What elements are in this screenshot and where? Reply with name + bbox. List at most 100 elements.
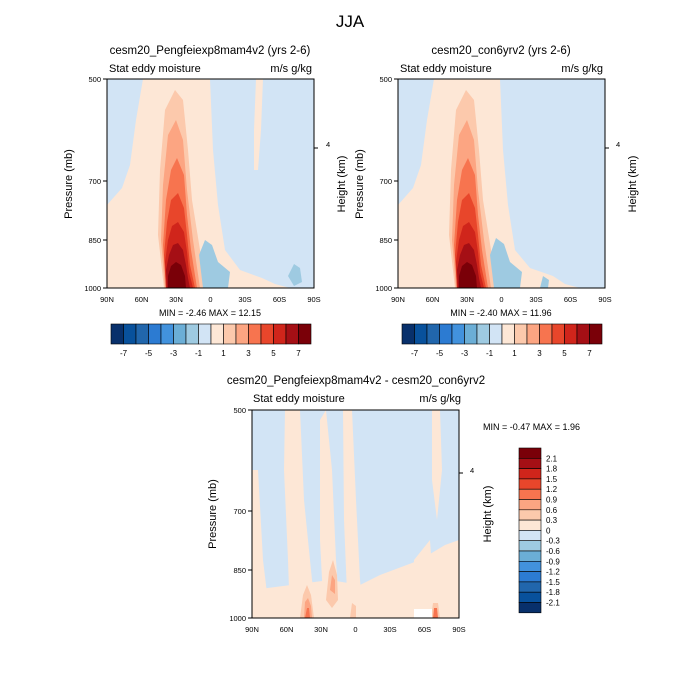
panel-3-ylabel: Pressure (mb) — [207, 479, 219, 549]
colorbar-box — [518, 602, 542, 614]
x-tick-label: 30N — [314, 625, 328, 634]
y-tick-label: 500 — [88, 75, 101, 84]
colorbar-label: -0.9 — [546, 557, 560, 566]
panel-1-right-label: m/s g/kg — [270, 63, 312, 75]
colorbar-label: 0.3 — [546, 516, 558, 525]
colorbar-box — [285, 323, 299, 345]
colorbar-label: -7 — [120, 349, 128, 358]
colorbar-label: 3 — [246, 349, 251, 358]
panel-3-field — [252, 410, 459, 618]
y-tick-label: 700 — [88, 177, 101, 186]
x-tick-label: 90S — [598, 295, 611, 304]
colorbar-box — [476, 323, 490, 345]
x-tick-label: 60N — [280, 625, 294, 634]
colorbar-box — [518, 499, 542, 511]
x-tick-label: 90N — [100, 295, 114, 304]
x-tick-label: 90S — [452, 625, 465, 634]
colorbar-label: 3 — [537, 349, 542, 358]
panel-3-colorbar: 2.11.81.51.20.90.60.30-0.3-0.6-0.9-1.2-1… — [518, 447, 560, 614]
y-tick-label: 1000 — [84, 284, 101, 293]
panel-3-x-ticks: 90N 60N 30N 0 30S 60S 90S — [245, 625, 466, 634]
colorbar-box — [198, 323, 212, 345]
positive-streak-4 — [343, 410, 364, 618]
colorbar-box — [564, 323, 578, 345]
colorbar-box — [539, 323, 553, 345]
x-tick-label: 0 — [208, 295, 212, 304]
panel-1: cesm20_Pengfeiexp8mam4v2 (yrs 2-6) Stat … — [63, 45, 348, 358]
colorbar-label: 1.5 — [546, 475, 558, 484]
colorbar-box — [148, 323, 162, 345]
colorbar-box — [501, 323, 515, 345]
x-tick-label: 60S — [564, 295, 577, 304]
y-tick-label: 500 — [233, 406, 246, 415]
colorbar-label: 7 — [296, 349, 301, 358]
x-tick-label: 60S — [418, 625, 431, 634]
colorbar-box — [210, 323, 224, 345]
y-tick-label: 700 — [233, 507, 246, 516]
panel-1-left-label: Stat eddy moisture — [109, 63, 201, 75]
colorbar-box — [518, 519, 542, 531]
colorbar-box — [576, 323, 590, 345]
panel-3-ylabel-right: Height (km) — [482, 486, 494, 543]
colorbar-box — [518, 571, 542, 583]
colorbar-label: 1 — [512, 349, 517, 358]
positive-streak-2 — [284, 410, 318, 618]
panel-3: cesm20_Pengfeiexp8mam4v2 - cesm20_con6yr… — [207, 375, 580, 634]
right-axis-tick-label: 4 — [326, 140, 330, 149]
x-tick-label: 30N — [460, 295, 474, 304]
x-tick-label: 60S — [273, 295, 286, 304]
colorbar-label: 0 — [546, 526, 551, 535]
positive-streak-6 — [412, 540, 434, 618]
colorbar-box — [518, 509, 542, 521]
colorbar-label: -5 — [145, 349, 153, 358]
colorbar-box — [518, 488, 542, 500]
colorbar-box — [526, 323, 540, 345]
negative-cell-a — [199, 240, 230, 288]
panel-1-x-ticks: 90N 60N 30N 0 30S 60S 90S — [100, 295, 321, 304]
colorbar-box — [451, 323, 465, 345]
colorbar-box — [518, 581, 542, 593]
y-tick-label: 500 — [379, 75, 392, 84]
colorbar-box — [551, 323, 565, 345]
colorbar-box — [298, 323, 312, 345]
colorbar-box — [401, 323, 415, 345]
panel-2-ylabel-right: Height (km) — [627, 156, 639, 213]
colorbar-label: -1 — [195, 349, 203, 358]
x-tick-label: 0 — [499, 295, 503, 304]
colorbar-label: -2.1 — [546, 599, 560, 608]
y-tick-label: 1000 — [229, 614, 246, 623]
panel-1-ylabel-right: Height (km) — [336, 156, 348, 213]
panel-2-colorbar: -7 -5 -3 -1 1 3 5 7 — [401, 323, 603, 358]
colorbar-box — [489, 323, 503, 345]
colorbar-label: 0.9 — [546, 496, 558, 505]
panel-3-right-label: m/s g/kg — [419, 393, 461, 405]
y-tick-label: 1000 — [375, 284, 392, 293]
colorbar-box — [123, 323, 137, 345]
x-tick-label: 30N — [169, 295, 183, 304]
colorbar-box — [518, 447, 542, 459]
panel-3-left-label: Stat eddy moisture — [253, 393, 345, 405]
panel-2-frame — [397, 78, 606, 289]
x-tick-label: 90N — [245, 625, 259, 634]
panel-2-y-ticks: 500 700 850 1000 — [375, 75, 398, 293]
colorbar-box — [223, 323, 237, 345]
level-9 — [459, 262, 477, 288]
panel-1-frame — [106, 78, 315, 289]
colorbar-box — [160, 323, 174, 345]
colorbar-label: 1 — [221, 349, 226, 358]
colorbar-box — [426, 323, 440, 345]
colorbar-box — [173, 323, 187, 345]
positive-band — [398, 79, 580, 288]
panel-3-title: cesm20_Pengfeiexp8mam4v2 - cesm20_con6yr… — [227, 375, 485, 387]
colorbar-label: -3 — [170, 349, 178, 358]
level-9 — [168, 262, 186, 288]
x-tick-label: 60N — [426, 295, 440, 304]
positive-strip — [440, 79, 446, 110]
colorbar-box — [110, 323, 124, 345]
panel-1-ylabel: Pressure (mb) — [63, 149, 75, 219]
panel-1-colorbar: -7 -5 -3 -1 1 3 5 7 — [110, 323, 312, 358]
panel-3-frame — [251, 409, 460, 619]
panel-3-min-max: MIN = -0.47 MAX = 1.96 — [483, 422, 580, 432]
panel-2-field — [398, 79, 605, 288]
